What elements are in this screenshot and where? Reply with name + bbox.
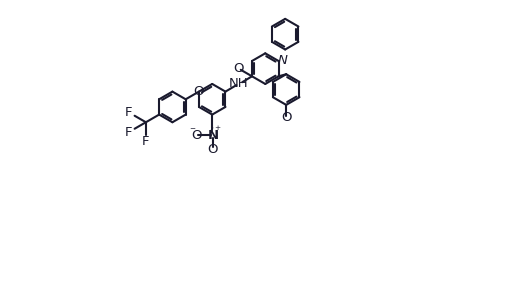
Text: O: O xyxy=(194,85,204,98)
Text: O: O xyxy=(191,129,201,142)
Text: O: O xyxy=(208,142,218,155)
Text: N: N xyxy=(208,129,219,142)
Text: $^-$: $^-$ xyxy=(188,127,197,136)
Text: F: F xyxy=(125,106,133,119)
Text: N: N xyxy=(277,54,287,66)
Text: F: F xyxy=(125,125,133,138)
Text: O: O xyxy=(281,111,291,124)
Text: O: O xyxy=(234,62,244,75)
Text: $^+$: $^+$ xyxy=(213,126,222,136)
Text: NH: NH xyxy=(229,77,248,90)
Text: F: F xyxy=(142,135,150,148)
